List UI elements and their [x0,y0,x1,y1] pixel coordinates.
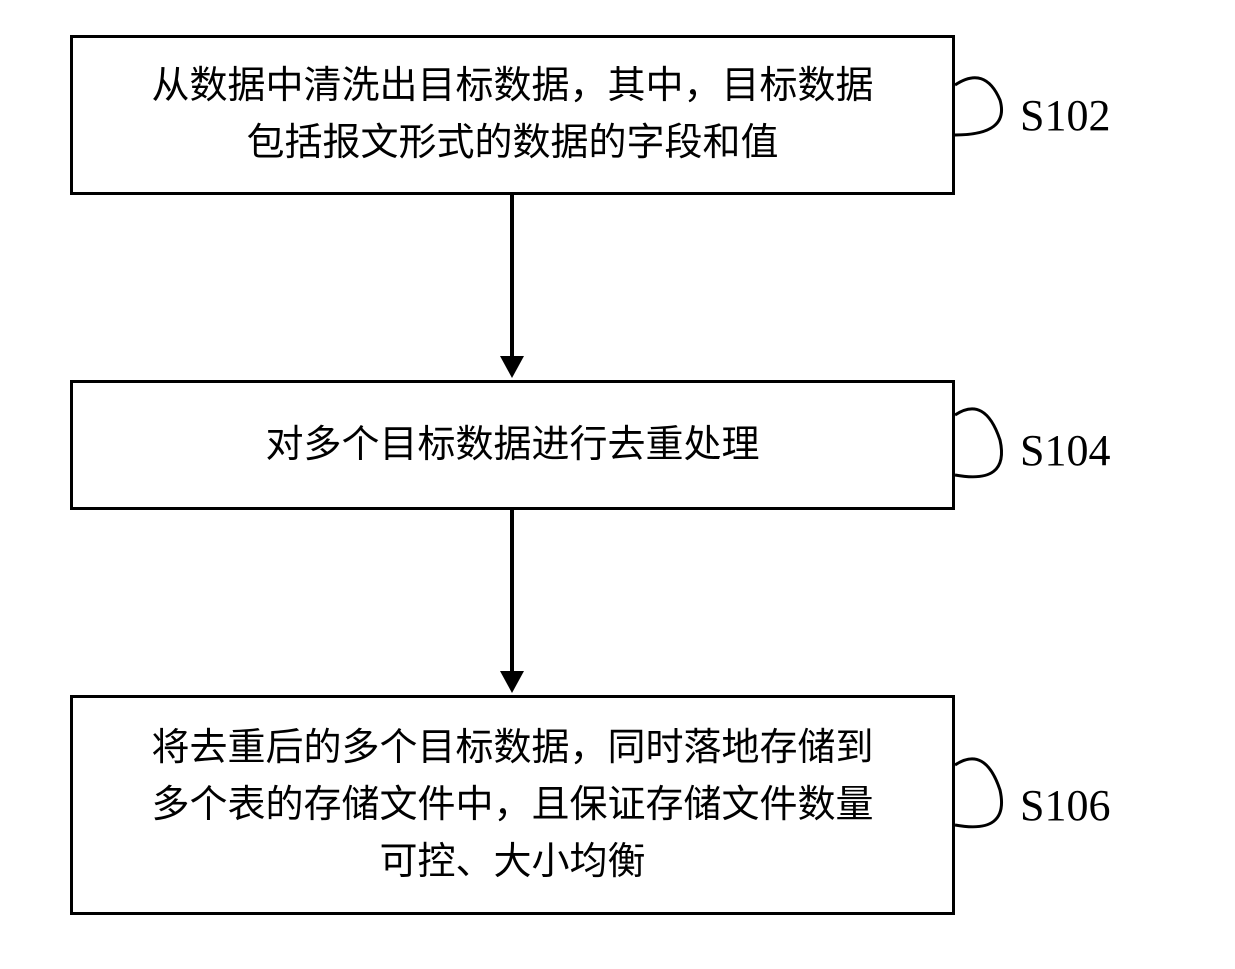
flow-step-1-text: 从数据中清洗出目标数据，其中，目标数据包括报文形式的数据的字段和值 [151,58,873,172]
flow-step-3: 将去重后的多个目标数据，同时落地存储到多个表的存储文件中，且保证存储文件数量可控… [70,695,955,915]
step-label-1: S102 [1020,90,1110,141]
flow-step-3-text: 将去重后的多个目标数据，同时落地存储到多个表的存储文件中，且保证存储文件数量可控… [151,720,873,891]
flow-step-1: 从数据中清洗出目标数据，其中，目标数据包括报文形式的数据的字段和值 [70,35,955,195]
step-label-3: S106 [1020,780,1110,831]
arrow-2-line [510,510,514,673]
arrow-1-head [500,356,524,378]
flow-step-2-text: 对多个目标数据进行去重处理 [265,417,759,474]
arrow-1-line [510,195,514,358]
arrow-2-head [500,671,524,693]
flowchart-container: 从数据中清洗出目标数据，其中，目标数据包括报文形式的数据的字段和值 S102 对… [0,0,1235,969]
flow-step-2: 对多个目标数据进行去重处理 [70,380,955,510]
step-label-2: S104 [1020,425,1110,476]
